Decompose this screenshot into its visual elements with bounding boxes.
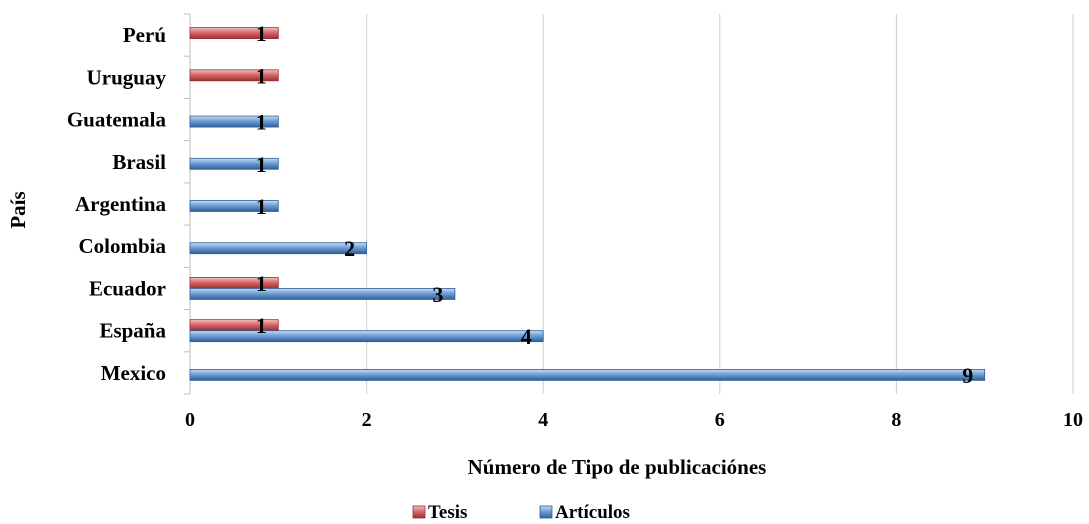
data-label-tesis: 1	[256, 313, 267, 338]
data-label-articulos: 1	[256, 110, 267, 135]
data-label-articulos: 9	[962, 363, 973, 388]
x-tick-label: 6	[715, 409, 725, 431]
category-labels: Mexico España Ecuador Colombia Argentina Bras…	[67, 23, 167, 385]
bar-articulos	[189, 330, 544, 343]
category-label: Uruguay	[87, 65, 167, 89]
category-label: Brasil	[112, 150, 166, 174]
x-tick-labels: 0 2 4 6 8 10	[185, 409, 1083, 431]
legend-label-articulos: Artículos	[555, 502, 630, 523]
x-tick-label: 4	[538, 409, 548, 431]
data-label-articulos: 2	[344, 236, 355, 261]
legend-swatch-tesis	[412, 505, 426, 519]
bar-articulos	[189, 115, 279, 128]
legend-label-tesis: Tesis	[428, 502, 467, 523]
x-tick-label: 0	[185, 409, 195, 431]
x-tick-label: 2	[362, 409, 372, 431]
y-axis-title: País	[6, 191, 30, 228]
legend: Tesis Artículos	[412, 502, 630, 523]
data-label-tesis: 1	[256, 21, 267, 46]
bar-articulos	[189, 200, 279, 212]
data-label-articulos: 4	[521, 324, 532, 349]
data-label-tesis: 1	[256, 63, 267, 88]
axes	[184, 13, 191, 395]
data-label-tesis: 1	[256, 271, 267, 296]
category-label: Mexico	[101, 361, 166, 385]
bar-tesis	[189, 27, 279, 40]
category-label: Colombia	[78, 234, 166, 258]
data-labels: 9 1 4 1 3 2 1 1 1 1 1	[256, 21, 973, 388]
bars	[189, 27, 986, 381]
category-label: Ecuador	[89, 276, 166, 300]
category-label: España	[99, 319, 166, 343]
bar-articulos	[189, 288, 456, 300]
data-label-articulos: 1	[256, 152, 267, 177]
x-tick-label: 10	[1063, 409, 1083, 431]
bar-articulos	[189, 368, 986, 381]
x-tick-label: 8	[891, 409, 901, 431]
x-axis-title: Número de Tipo de publicaciónes	[468, 455, 767, 479]
bar-articulos	[189, 157, 279, 170]
bar-articulos	[189, 242, 368, 255]
category-label: Guatemala	[67, 108, 167, 132]
data-label-articulos: 1	[256, 194, 267, 219]
data-label-articulos: 3	[432, 282, 443, 307]
legend-swatch-articulos	[539, 505, 553, 519]
category-label: Perú	[123, 23, 166, 47]
category-label: Argentina	[75, 192, 166, 216]
bar-tesis	[189, 69, 279, 82]
